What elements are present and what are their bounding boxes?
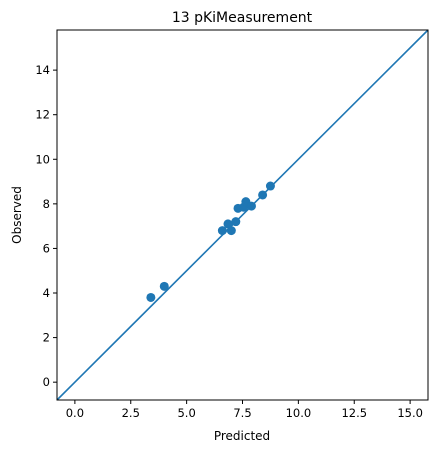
x-axis-label: Predicted xyxy=(214,429,270,443)
x-tick-label: 5.0 xyxy=(177,406,195,420)
data-point xyxy=(231,217,241,227)
x-tick-label: 12.5 xyxy=(341,406,367,420)
y-tick-label: 6 xyxy=(43,241,50,255)
y-tick-label: 2 xyxy=(43,331,50,345)
y-tick-label: 14 xyxy=(35,63,50,77)
y-tick-label: 10 xyxy=(35,152,50,166)
data-point xyxy=(217,226,227,236)
y-tick-label: 12 xyxy=(35,108,50,122)
x-tick-label: 2.5 xyxy=(122,406,140,420)
identity-line xyxy=(56,29,429,401)
x-tick-label: 0.0 xyxy=(66,406,84,420)
data-point xyxy=(246,201,256,211)
x-tick-label: 10.0 xyxy=(286,406,312,420)
data-point xyxy=(146,292,156,302)
y-axis-label: Observed xyxy=(10,186,24,244)
x-tick-label: 7.5 xyxy=(233,406,251,420)
plot-content xyxy=(56,29,429,401)
data-point xyxy=(265,181,275,191)
x-axis: 0.0 2.5 5.0 7.5 10.0 12.5 15.0 xyxy=(66,400,423,420)
data-point xyxy=(258,190,268,200)
data-point xyxy=(226,226,236,236)
x-tick-label: 15.0 xyxy=(397,406,423,420)
data-point xyxy=(159,281,169,291)
y-tick-label: 8 xyxy=(43,197,50,211)
y-tick-label: 4 xyxy=(43,286,50,300)
y-axis: 0 2 4 6 8 10 12 14 xyxy=(35,63,57,389)
chart-title: 13 pKiMeasurement xyxy=(172,10,313,26)
y-tick-label: 0 xyxy=(43,375,50,389)
data-point xyxy=(223,219,233,229)
